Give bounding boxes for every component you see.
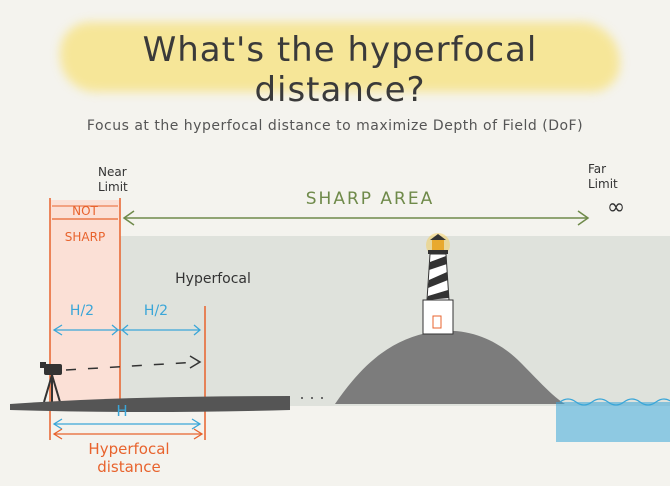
hyperfocal-distance-label-line1: Hyperfocal — [88, 440, 170, 458]
half-h-right-label: H/2 — [143, 303, 169, 319]
half-h-left-label: H/2 — [69, 303, 95, 319]
title-highlight — [60, 22, 620, 92]
ground — [10, 396, 290, 412]
hyperfocal-distance-label: Hyperfocal distance — [64, 440, 194, 476]
near-limit-label: Near Limit — [98, 165, 148, 195]
hill — [335, 330, 565, 404]
half-h-arrow-mid-head-right — [120, 324, 129, 336]
near-limit-label-line2: Limit — [98, 180, 128, 194]
half-h-arrow-mid-head-left — [111, 324, 120, 336]
lighthouse-icon — [422, 233, 454, 335]
ground-dot — [321, 397, 323, 399]
far-limit-label: Far Limit — [588, 162, 638, 192]
near-limit-label-line1: Near — [98, 165, 127, 179]
hyperfocal-distance-label-line2: distance — [97, 458, 161, 476]
ground-dot — [311, 397, 313, 399]
water-waves — [559, 398, 670, 406]
hyperfocal-label: Hyperfocal — [175, 271, 251, 287]
half-h-arrow-left-head — [52, 324, 63, 336]
sharp-area-arrow-right-head — [577, 210, 590, 226]
subtitle: Focus at the hyperfocal distance to maxi… — [86, 118, 584, 134]
focus-line-head — [189, 355, 202, 369]
h-arrow-left-head — [52, 418, 63, 430]
camera-icon — [40, 362, 62, 403]
water — [556, 402, 670, 442]
sharp-label: SHARP — [64, 230, 106, 244]
not-label: NOT — [72, 204, 98, 218]
page-title: What's the hyperfocal distance? — [142, 30, 538, 110]
infinity-symbol: ∞ — [606, 195, 626, 220]
h-label: H — [116, 402, 128, 420]
ground-dot — [301, 397, 303, 399]
focus-line — [65, 361, 199, 371]
h-arrow-right-head — [191, 418, 202, 430]
hyperfocal-distance-arrow-left-head — [52, 428, 63, 440]
half-h-arrow-right-head — [193, 324, 202, 336]
sharp-area-arrow-left-head — [122, 210, 135, 226]
sharp-area-label: SHARP AREA — [305, 189, 435, 209]
hyperfocal-distance-arrow-right-head — [193, 428, 204, 440]
far-limit-label-line1: Far — [588, 162, 607, 176]
far-limit-label-line2: Limit — [588, 177, 618, 191]
